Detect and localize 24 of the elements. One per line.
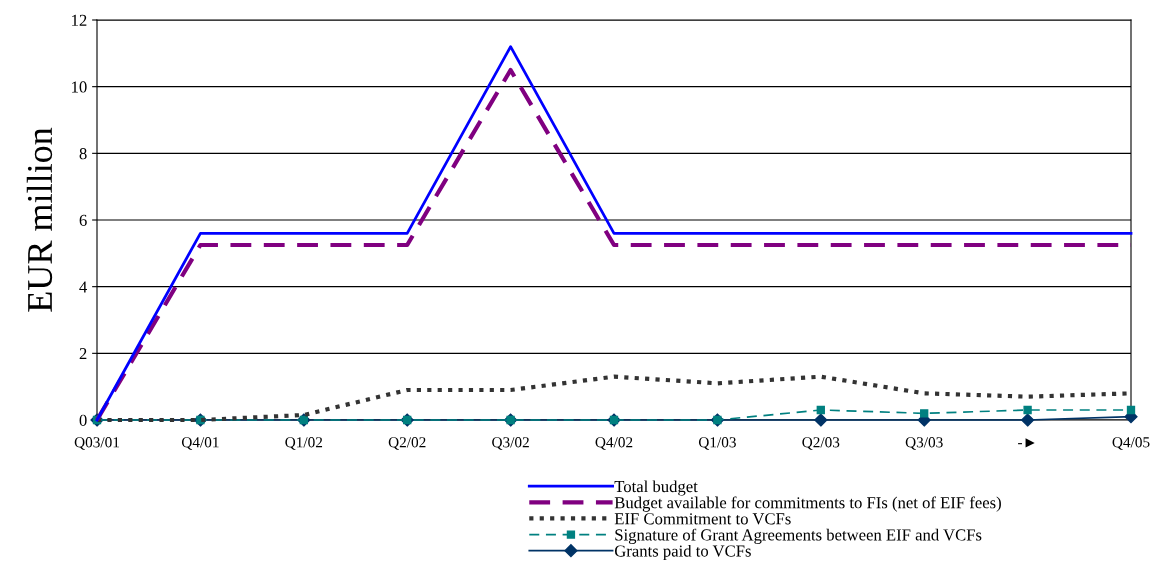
y-tick-label: 8 — [79, 148, 87, 160]
x-tick-label: Q4/02 — [595, 437, 633, 450]
x-tick-label: Q4/05 — [1112, 437, 1150, 450]
legend-label: Signature of Grant Agreements between EIF and VCFs — [615, 528, 982, 544]
x-tick-label: Q2/03 — [802, 437, 840, 450]
y-tick-label: 6 — [79, 214, 87, 226]
legend-label: Grants paid to VCFs — [614, 544, 751, 561]
y-tick-label: 0 — [79, 414, 87, 426]
y-tick-label: 2 — [79, 348, 87, 360]
x-tick-label: Q3/02 — [492, 437, 529, 450]
legend-label: Budget available for commitments to FIs (net of EIF fees) — [614, 496, 1001, 512]
x-tick-label: -► — [1018, 438, 1035, 448]
legend-label: Total budget — [614, 480, 698, 496]
x-tick-label: Q2/02 — [388, 437, 426, 450]
y-axis-title: EUR million — [26, 127, 53, 312]
y-tick-label: 12 — [72, 14, 87, 26]
legend-label: EIF Commitment to VCFs — [614, 513, 791, 525]
x-tick-label: Q03/01 — [74, 437, 119, 450]
x-tick-label: Q1/03 — [698, 437, 736, 450]
y-tick-label: 10 — [72, 81, 87, 93]
x-tick-label: Q4/01 — [181, 437, 219, 450]
x-tick-label: Q1/02 — [285, 437, 323, 450]
y-tick-label: 4 — [79, 281, 88, 293]
x-tick-label: Q3/03 — [905, 437, 943, 450]
